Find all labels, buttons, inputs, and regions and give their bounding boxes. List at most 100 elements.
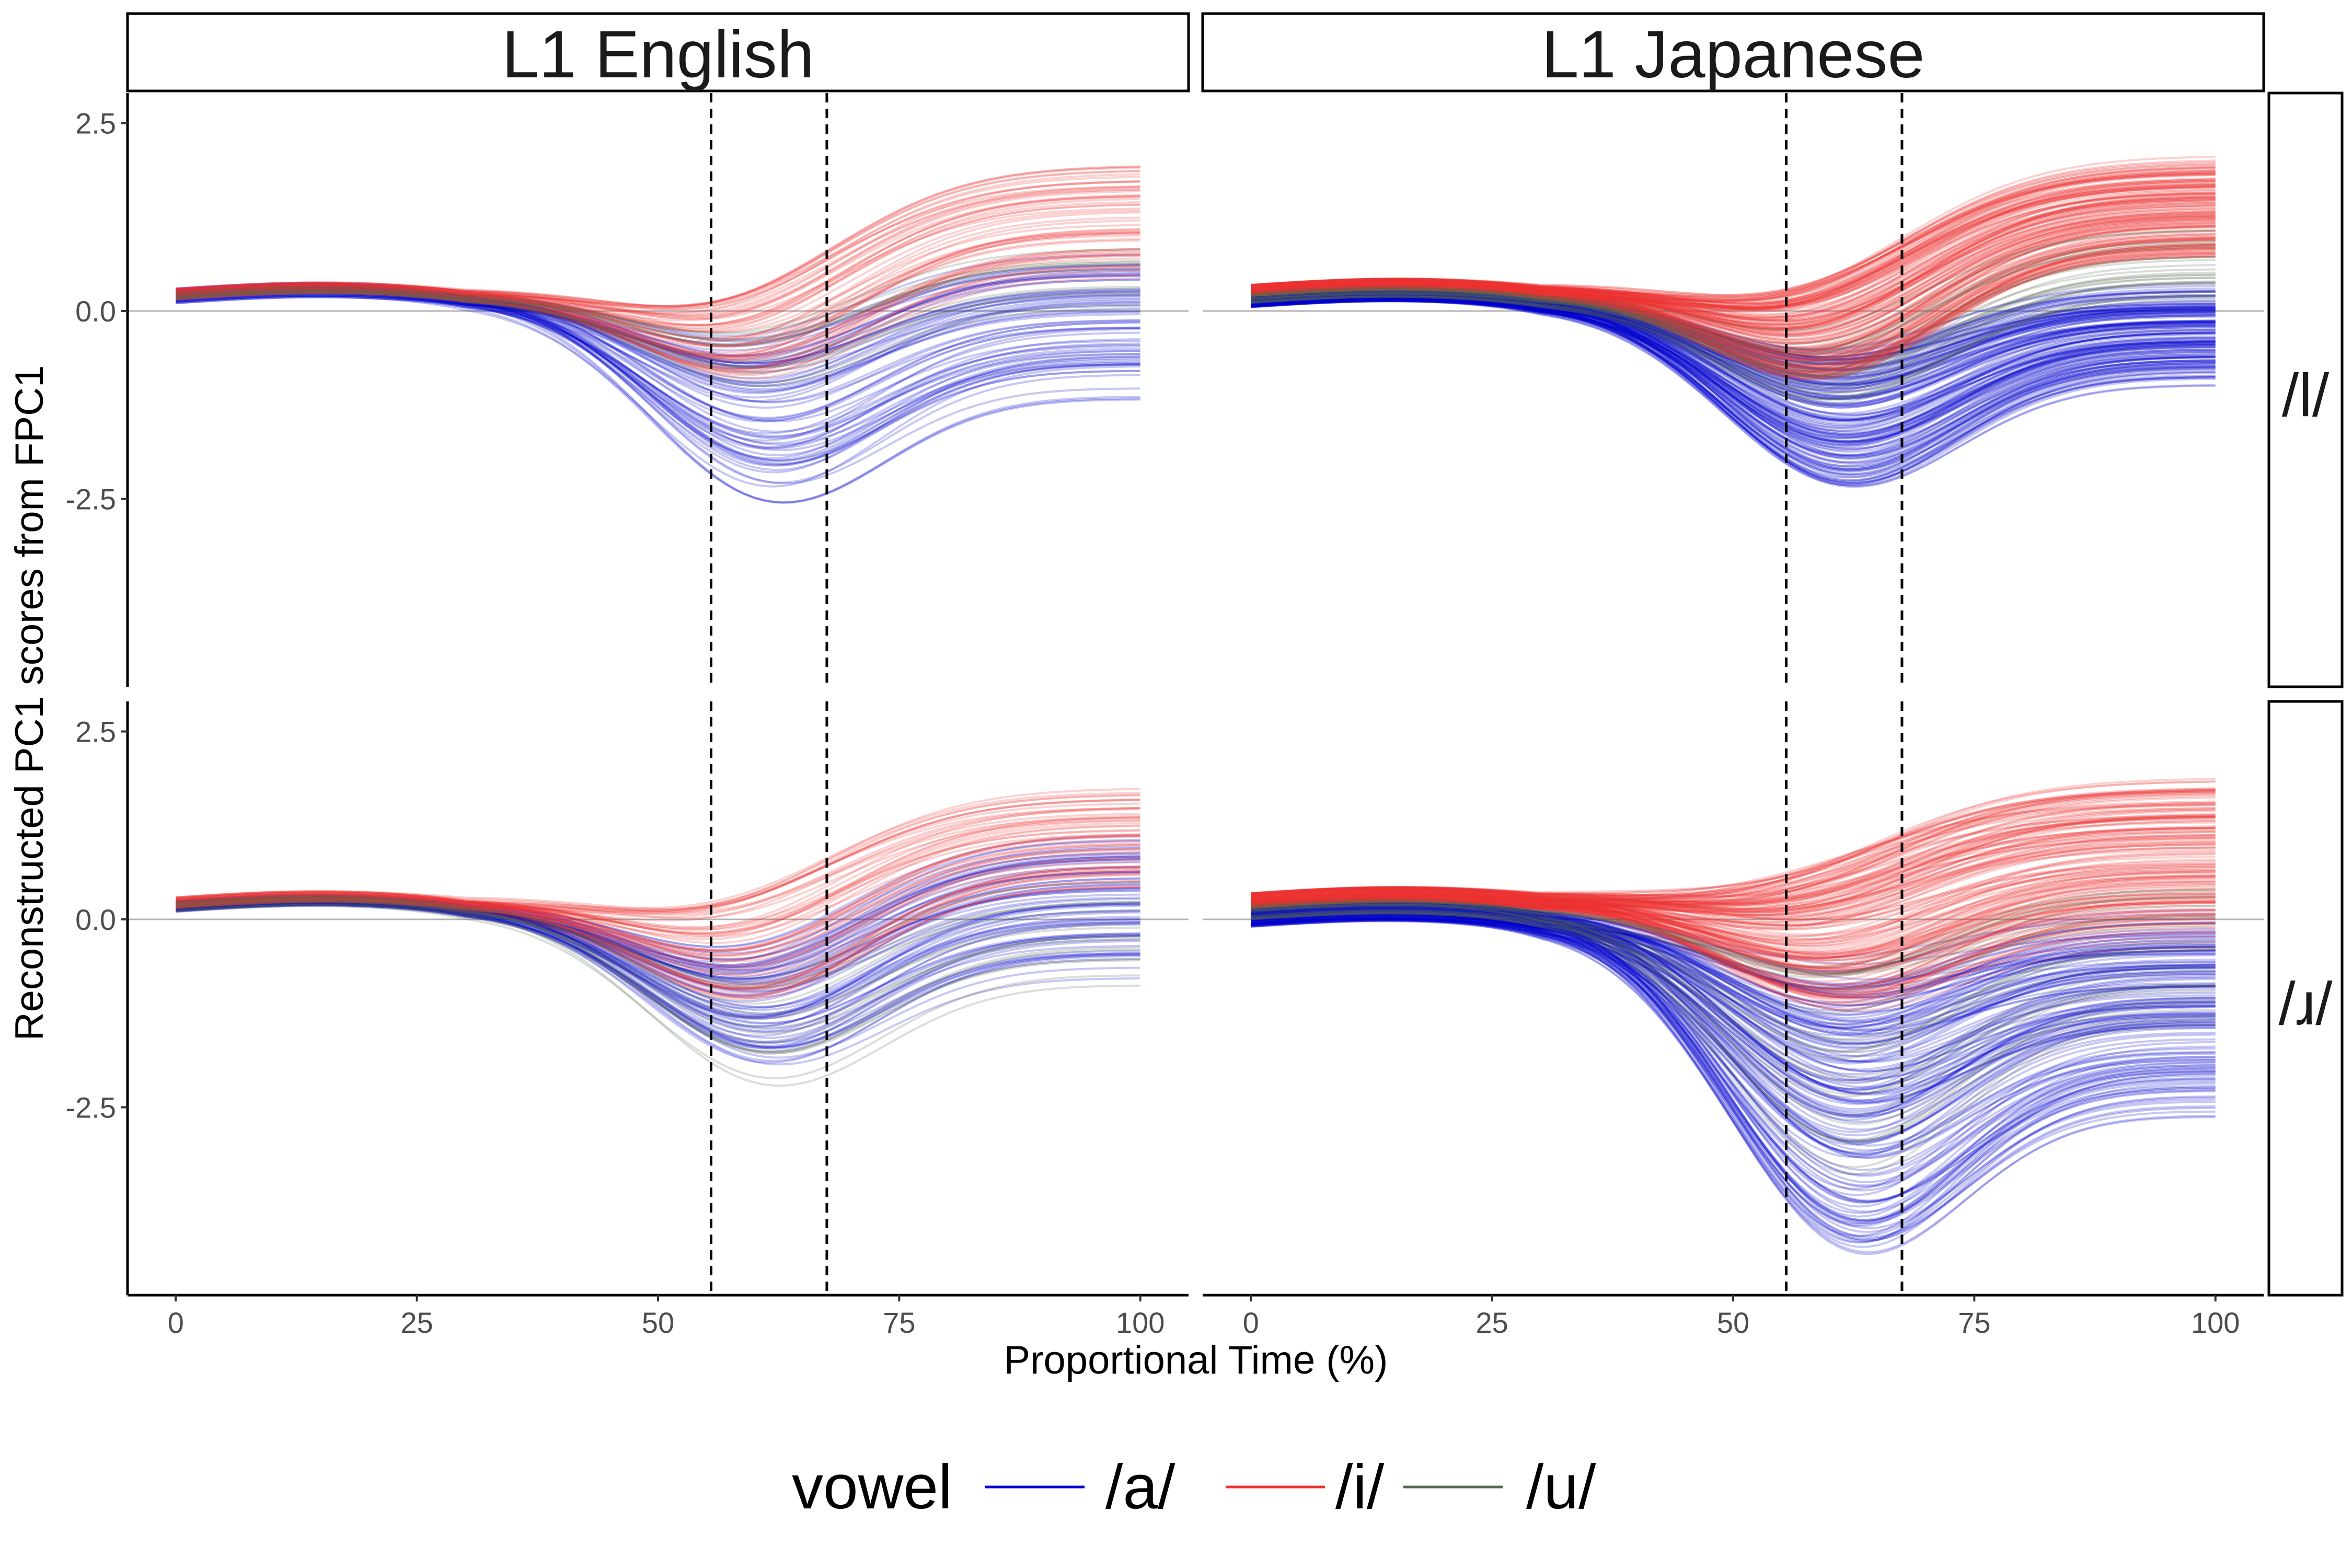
curve-japanese-l-a <box>1251 287 2216 362</box>
curve-japanese-l-a <box>1251 291 2216 371</box>
curve-english-r-i <box>176 794 1140 913</box>
curve-english-l-a <box>176 287 1140 367</box>
curve-japanese-r-i <box>1251 897 2216 991</box>
curve-english-l-i <box>176 201 1140 326</box>
curve-english-l-a <box>176 264 1140 348</box>
curve-japanese-l-i <box>1251 248 2216 373</box>
curve-english-l-i <box>176 209 1140 333</box>
curve-english-r-u <box>176 895 1140 1055</box>
curve-japanese-l-i <box>1251 204 2216 327</box>
curve-japanese-r-a <box>1251 900 2216 1208</box>
curve-english-l-i <box>176 185 1140 307</box>
curve-japanese-l-u <box>1251 281 2216 390</box>
curve-english-l-a <box>176 286 1140 471</box>
curve-japanese-l-u <box>1251 256 2216 372</box>
curve-japanese-l-i <box>1251 249 2216 379</box>
curve-english-l-i <box>176 188 1140 315</box>
curve-japanese-l-u <box>1251 276 2216 370</box>
curve-japanese-r-a <box>1251 906 2216 965</box>
curve-japanese-r-i <box>1251 889 2216 1010</box>
curve-japanese-l-i <box>1251 229 2216 344</box>
curve-japanese-r-a <box>1251 913 2216 1214</box>
curve-japanese-r-i <box>1251 892 2216 1001</box>
curve-japanese-l-i <box>1251 226 2216 356</box>
curve-japanese-l-a <box>1251 293 2216 405</box>
curve-english-r-i <box>176 867 1140 988</box>
curve-japanese-r-a <box>1251 910 2216 994</box>
curve-japanese-r-i <box>1251 880 2216 941</box>
curve-japanese-l-i <box>1251 186 2216 311</box>
curve-japanese-r-i <box>1251 888 2216 974</box>
curve-english-r-i <box>176 852 1140 961</box>
curve-english-r-u <box>176 898 1140 1034</box>
curve-japanese-l-i <box>1251 223 2216 336</box>
curve-japanese-l-u <box>1251 276 2216 379</box>
curve-japanese-r-a <box>1251 909 2216 1081</box>
curve-english-l-u <box>176 291 1140 387</box>
curve-english-l-u <box>176 260 1140 335</box>
curve-english-r-a <box>176 893 1140 985</box>
curve-japanese-r-a <box>1251 904 2216 1032</box>
curve-english-r-a <box>176 883 1140 990</box>
curve-japanese-l-i <box>1251 229 2216 366</box>
curve-japanese-r-a <box>1251 913 2216 1121</box>
curve-japanese-l-i <box>1251 180 2216 309</box>
curve-english-l-i <box>176 169 1140 308</box>
curve-english-r-i <box>176 869 1140 998</box>
curve-japanese-l-a <box>1251 285 2216 361</box>
curve-japanese-l-a <box>1251 289 2216 378</box>
curve-japanese-r-u <box>1251 910 2216 1143</box>
curve-japanese-l-a <box>1251 285 2216 351</box>
curve-english-r-a <box>176 887 1140 983</box>
curve-japanese-l-a <box>1251 292 2216 359</box>
curve-english-r-a <box>176 895 1140 1015</box>
curve-english-r-a <box>176 877 1140 997</box>
curve-japanese-l-i <box>1251 232 2216 353</box>
curve-japanese-l-a <box>1251 293 2216 377</box>
curve-english-l-i <box>176 228 1140 356</box>
curve-japanese-r-i <box>1251 831 2216 915</box>
curve-japanese-r-a <box>1251 902 2216 1057</box>
curve-japanese-r-i <box>1251 875 2216 967</box>
curve-japanese-l-a <box>1251 288 2216 359</box>
curve-english-r-i <box>176 824 1140 941</box>
curve-japanese-l-a <box>1251 291 2216 460</box>
curve-japanese-r-a <box>1251 907 2216 1092</box>
curve-english-l-a <box>176 285 1140 465</box>
curve-japanese-l-i <box>1251 169 2216 303</box>
curve-japanese-l-a <box>1251 292 2216 417</box>
curve-japanese-r-a <box>1251 902 2216 993</box>
x-tick-label: 50 <box>642 1306 674 1339</box>
column-strip-label-left: L1 English <box>502 17 814 92</box>
curve-japanese-r-a <box>1251 900 2216 1045</box>
curve-japanese-r-a <box>1251 898 2216 1019</box>
curve-english-r-i <box>176 807 1140 929</box>
curve-english-l-i <box>176 195 1140 327</box>
curve-japanese-r-a <box>1251 906 2216 1080</box>
curve-japanese-r-u <box>1251 900 2216 1053</box>
curve-japanese-l-a <box>1251 298 2216 399</box>
curve-japanese-r-a <box>1251 902 2216 999</box>
curve-japanese-r-a <box>1251 915 2216 1008</box>
curve-english-r-i <box>176 843 1140 951</box>
curve-japanese-l-u <box>1251 228 2216 345</box>
curve-english-l-i <box>176 211 1140 343</box>
curve-japanese-r-i <box>1251 894 2216 987</box>
curve-english-r-i <box>176 798 1140 912</box>
curve-japanese-r-i <box>1251 814 2216 914</box>
curve-japanese-r-i <box>1251 846 2216 925</box>
curve-japanese-l-i <box>1251 255 2216 375</box>
curve-japanese-l-a <box>1251 293 2216 398</box>
curve-japanese-l-i <box>1251 245 2216 373</box>
curve-japanese-l-a <box>1251 291 2216 372</box>
curve-japanese-l-a <box>1251 292 2216 365</box>
curve-english-r-a <box>176 896 1140 1018</box>
curve-japanese-r-i <box>1251 883 2216 959</box>
y-tick-label: -2.5 <box>66 483 117 516</box>
curve-japanese-r-a <box>1251 902 2216 981</box>
curve-japanese-l-i <box>1251 194 2216 329</box>
curve-japanese-r-i <box>1251 869 2216 927</box>
curve-japanese-r-i <box>1251 877 2216 957</box>
curve-japanese-l-i <box>1251 185 2216 308</box>
column-strip-left: L1 English <box>126 12 1190 93</box>
